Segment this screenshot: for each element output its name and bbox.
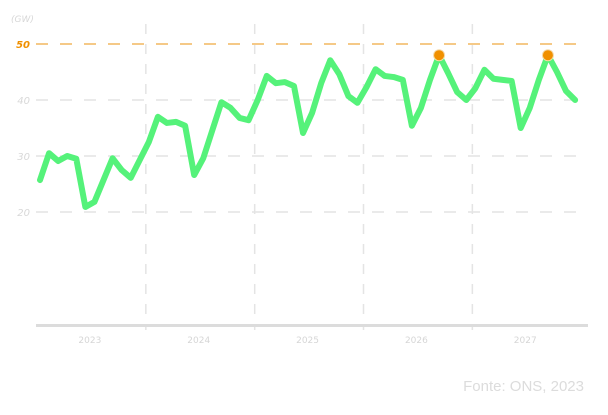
- x-tick-label: 2024: [187, 336, 210, 346]
- x-tick-label: 2023: [78, 336, 101, 346]
- y-axis-unit-label: (GW): [11, 15, 34, 25]
- y-tick-label: 30: [17, 152, 30, 163]
- y-tick-label: 20: [17, 208, 30, 219]
- y-tick-label: 40: [17, 96, 30, 107]
- y-tick-label: 50: [16, 40, 30, 51]
- source-note: Fonte: ONS, 2023: [463, 378, 584, 395]
- x-tick-label: 2025: [296, 336, 319, 346]
- x-tick-label: 2027: [514, 336, 537, 346]
- peak-marker: [541, 49, 554, 62]
- x-tick-label: 2026: [405, 336, 428, 346]
- peak-marker: [433, 49, 446, 62]
- series-line: [37, 52, 579, 210]
